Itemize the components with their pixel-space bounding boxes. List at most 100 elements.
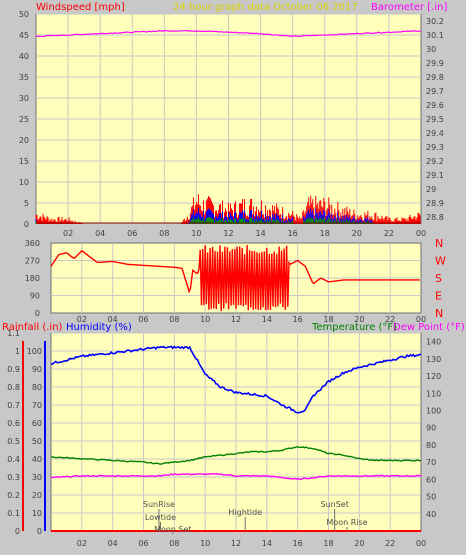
rain-y-tick: 1.1 (7, 329, 20, 338)
rain-y-tick: 0.2 (7, 491, 20, 500)
dewpoint-axis-title: Dew Point (°F) (393, 322, 465, 333)
annotation-label: Moon Set (154, 525, 191, 534)
annotation-label: Lowtide (145, 513, 176, 522)
wind-axis-title: Windspeed [mph] (36, 2, 125, 13)
dir-compass-label: W (435, 255, 446, 268)
rain-y-tick: 0.9 (7, 365, 20, 374)
dir-compass-label: N (435, 307, 443, 320)
temp-y-tick: 90 (426, 424, 436, 433)
baro-y-tick: 29.4 (426, 129, 444, 138)
rain-y-tick: 0 (15, 527, 20, 536)
x-tick-label: 20 (352, 229, 362, 238)
baro-y-tick: 29.1 (426, 171, 444, 180)
annotation-label: SunSet (320, 500, 348, 509)
x-tick-label: 14 (255, 229, 265, 238)
dir-y-tick: 0 (35, 309, 40, 318)
temp-y-tick: 100 (426, 406, 441, 415)
baro-y-tick: 30 (426, 45, 436, 54)
rain-y-tick: 0.1 (7, 509, 20, 518)
temp-y-tick: 50 (426, 493, 436, 502)
annotation-label: Hightide (228, 508, 262, 517)
humidity-y-tick: 70 (32, 401, 42, 410)
x-tick-label: 16 (293, 539, 303, 548)
baro-y-tick: 28.9 (426, 199, 444, 208)
x-tick-label: 04 (108, 539, 118, 548)
temperature-line (50, 445, 422, 465)
rain-y-tick: 1 (15, 347, 20, 356)
temp-y-tick: 120 (426, 372, 441, 381)
baro-y-tick: 28.8 (426, 213, 444, 222)
dir-y-tick: 180 (25, 274, 40, 283)
direction-plot (50, 244, 420, 312)
wind-y-tick: 15 (19, 157, 29, 166)
x-tick-label: 20 (354, 315, 364, 324)
x-tick-label: 00 (416, 539, 426, 548)
x-tick-label: 06 (138, 315, 148, 324)
x-tick-label: 10 (200, 539, 210, 548)
x-tick-label: 14 (262, 315, 272, 324)
wind-y-tick: 45 (19, 31, 29, 40)
x-tick-label: 16 (288, 229, 298, 238)
x-tick-label: 16 (293, 315, 303, 324)
annotation-label: Moon Rise (326, 518, 367, 527)
humidity-y-tick: 80 (32, 383, 42, 392)
x-tick-label: 02 (77, 315, 87, 324)
x-tick-label: 04 (108, 315, 118, 324)
barometer-line (35, 29, 422, 38)
x-tick-label: 08 (169, 315, 179, 324)
dir-compass-label: N (435, 237, 443, 250)
x-tick-label: 12 (231, 315, 241, 324)
x-tick-label: 06 (127, 229, 137, 238)
chart-title: 24 hour graph data October 06 2017 (173, 2, 358, 13)
x-tick-label: 02 (63, 229, 73, 238)
wind-plot (35, 29, 422, 224)
rain-y-tick: 0.4 (7, 455, 20, 464)
temp-y-tick: 40 (426, 510, 436, 519)
x-tick-label: 18 (320, 229, 330, 238)
climate-plot: SunRise Lowtide Moon Set Hightide SunSet Moon… (50, 345, 422, 534)
humidity-y-tick: 100 (27, 347, 42, 356)
x-tick-label: 22 (385, 539, 395, 548)
humidity-y-tick: 0 (37, 527, 42, 536)
direction-line (50, 244, 420, 312)
x-tick-label: 22 (385, 315, 395, 324)
humidity-y-tick: 60 (32, 419, 42, 428)
rain-y-tick: 0.3 (7, 473, 20, 482)
x-tick-label: 02 (77, 539, 87, 548)
dewpoint-line (50, 472, 422, 481)
wind-y-tick: 30 (19, 94, 29, 103)
rain-y-tick: 0.7 (7, 401, 20, 410)
x-tick-label: 22 (384, 229, 394, 238)
baro-y-tick: 29.5 (426, 115, 444, 124)
x-tick-label: 04 (95, 229, 105, 238)
dir-compass-label: E (435, 290, 442, 303)
wind-y-tick: 20 (19, 136, 29, 145)
wind-y-tick: 35 (19, 73, 29, 82)
temp-y-tick: 60 (426, 475, 436, 484)
dir-y-tick: 360 (25, 239, 40, 248)
x-tick-label: 18 (323, 315, 333, 324)
baro-y-tick: 29.2 (426, 157, 444, 166)
baro-y-tick: 29.6 (426, 101, 444, 110)
x-tick-label: 12 (231, 539, 241, 548)
baro-y-tick: 29.3 (426, 143, 444, 152)
x-tick-label: 06 (138, 539, 148, 548)
annotation-label: SunRise (143, 500, 175, 509)
wind-y-tick: 25 (19, 115, 29, 124)
wind-y-tick: 0 (24, 220, 29, 229)
dir-compass-label: S (435, 272, 442, 285)
x-tick-label: 10 (191, 229, 201, 238)
dir-y-tick: 270 (25, 257, 40, 266)
temp-y-tick: 80 (426, 441, 436, 450)
temp-y-tick: 110 (426, 389, 441, 398)
temp-y-tick: 70 (426, 458, 436, 467)
humidity-y-tick: 30 (32, 473, 42, 482)
rain-y-tick: 0.6 (7, 419, 20, 428)
humidity-y-tick: 20 (32, 491, 42, 500)
baro-y-tick: 29 (426, 185, 436, 194)
humidity-y-tick: 90 (32, 365, 42, 374)
rain-y-tick: 0.5 (7, 437, 20, 446)
humidity-line (50, 345, 422, 414)
